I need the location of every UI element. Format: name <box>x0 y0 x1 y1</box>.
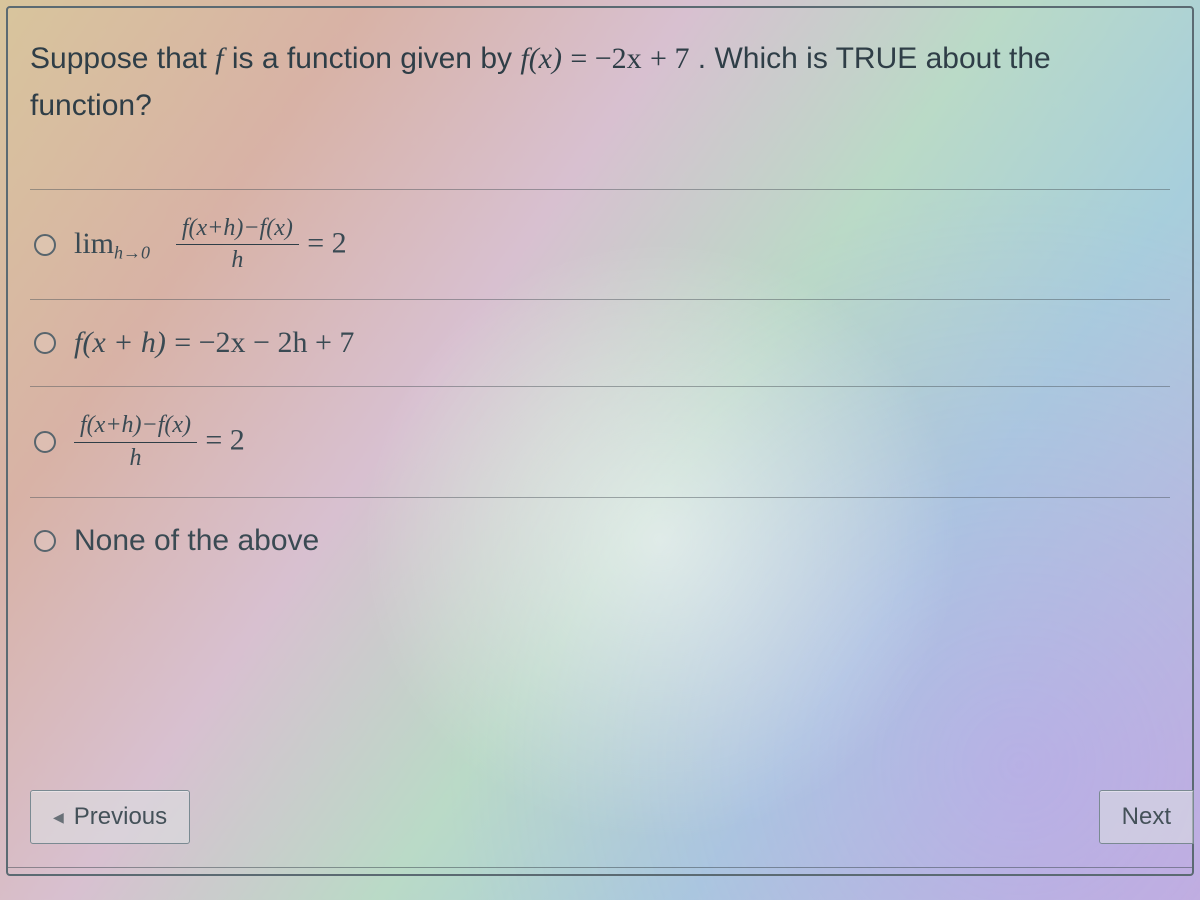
option-a-content: limh→0 f(x+h)−f(x) h = 2 <box>74 216 347 273</box>
radio-b[interactable] <box>34 332 56 354</box>
diffq-frac: f(x+h)−f(x) h <box>176 216 299 273</box>
nav-bar: ◀ Previous Next <box>30 790 1184 844</box>
q-eq: = <box>570 42 594 75</box>
radio-c[interactable] <box>34 431 56 453</box>
options-list: limh→0 f(x+h)−f(x) h = 2 f(x + h) = −2x … <box>30 189 1170 584</box>
radio-d[interactable] <box>34 530 56 552</box>
opt-b-rhs: −2x − 2h + 7 <box>199 326 355 359</box>
opt-c-eq: = <box>205 424 229 457</box>
frac-num: f(x+h)−f(x) <box>176 216 299 245</box>
q-f: f <box>215 42 223 75</box>
frac-num-c: f(x+h)−f(x) <box>74 413 197 442</box>
q-fx: f(x) <box>520 42 562 75</box>
option-b-content: f(x + h) = −2x − 2h + 7 <box>74 326 354 360</box>
lim-sub: h→0 <box>114 242 150 262</box>
bottom-divider <box>8 867 1192 868</box>
q-mid1: is a function given by <box>232 42 521 75</box>
opt-a-eq: = <box>307 227 331 260</box>
diffq-frac-c: f(x+h)−f(x) h <box>74 413 197 470</box>
chevron-left-icon: ◀ <box>53 810 64 824</box>
q-prefix: Suppose that <box>30 42 215 75</box>
option-d-text: None of the above <box>74 524 319 558</box>
question-text: Suppose that f is a function given by f(… <box>30 36 1170 129</box>
opt-c-val: 2 <box>230 424 245 457</box>
next-button[interactable]: Next <box>1099 790 1194 844</box>
lim-text: lim <box>74 227 114 260</box>
opt-b-eq: = <box>174 326 198 359</box>
option-b[interactable]: f(x + h) = −2x − 2h + 7 <box>30 300 1170 387</box>
radio-a[interactable] <box>34 234 56 256</box>
opt-b-lhs: f(x + h) <box>74 326 166 359</box>
q-neg2x: −2x <box>595 42 642 75</box>
next-label: Next <box>1122 803 1171 831</box>
previous-button[interactable]: ◀ Previous <box>30 790 190 844</box>
option-a[interactable]: limh→0 f(x+h)−f(x) h = 2 <box>30 190 1170 300</box>
option-d[interactable]: None of the above <box>30 498 1170 584</box>
frac-den-c: h <box>74 443 197 471</box>
prev-label: Previous <box>74 803 167 831</box>
lim-symbol: limh→0 <box>74 227 158 260</box>
question-card: Suppose that f is a function given by f(… <box>6 6 1194 876</box>
q-plus7: + 7 <box>650 42 689 75</box>
option-c-content: f(x+h)−f(x) h = 2 <box>74 413 245 470</box>
opt-a-val: 2 <box>332 227 347 260</box>
frac-den: h <box>176 245 299 273</box>
option-c[interactable]: f(x+h)−f(x) h = 2 <box>30 387 1170 497</box>
